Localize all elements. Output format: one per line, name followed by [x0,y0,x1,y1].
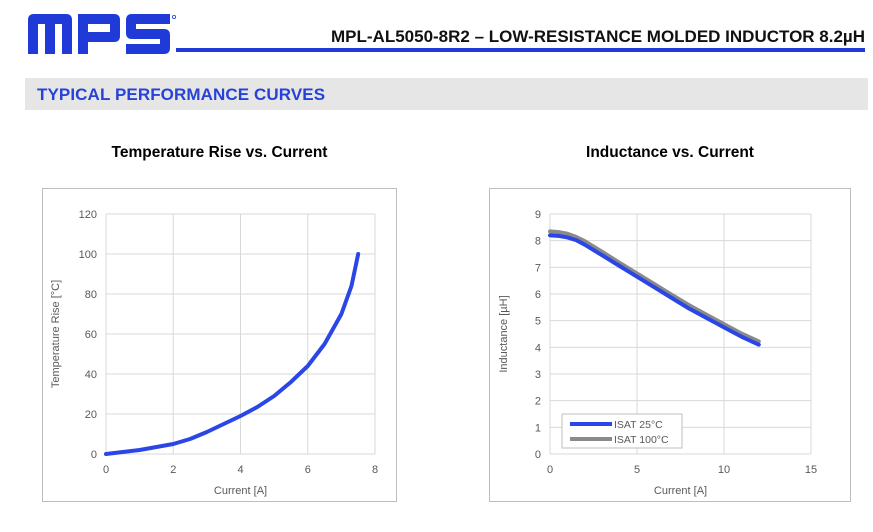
y-tick-label: 0 [535,449,541,461]
x-tick-label: 5 [634,464,640,476]
section-title: TYPICAL PERFORMANCE CURVES [37,85,326,104]
legend-label: ISAT 25°C [614,419,663,431]
x-tick-label: 8 [372,464,378,476]
series-line-0 [548,233,761,347]
x-axis-label: Current [A] [654,485,707,497]
chart-temperature-svg: 0 20 40 60 80 100 120 0 2 4 6 8 Current [A] Temperatu… [50,209,378,497]
chart-title-temperature: Temperature Rise vs. Current [111,144,328,161]
x-axis-label: Current [A] [214,485,267,497]
x-tick-label: 6 [305,464,311,476]
chart-inductance: 0 1 2 3 4 5 6 7 8 9 0 5 10 15 Current [A] Inductance [µ… [489,188,851,502]
section-bar: TYPICAL PERFORMANCE CURVES [25,78,868,110]
legend-box [561,413,683,449]
y-tick-label: 5 [535,316,541,328]
y-tick-label: 8 [535,236,541,248]
series-line-0 [104,252,361,456]
chart-title-inductance: Inductance vs. Current [586,144,754,161]
chart-inductance-svg: 0 1 2 3 4 5 6 7 8 9 0 5 10 15 Current [A] Inductance [µ… [498,209,817,497]
y-tick-label: 80 [85,289,97,301]
y-tick-label: 20 [85,409,97,421]
y-tick-label: 7 [535,262,541,274]
y-tick-label: 40 [85,369,97,381]
header-rule [176,48,865,52]
x-tick-label: 0 [547,464,553,476]
x-tick-label: 15 [805,464,817,476]
y-tick-label: 100 [79,249,97,261]
y-tick-label: 2 [535,396,541,408]
x-tick-label: 2 [170,464,176,476]
document-title: MPL-AL5050-8R2 – LOW-RESISTANCE MOLDED I… [331,27,865,46]
x-tick-label: 10 [718,464,730,476]
x-tick-label: 0 [103,464,109,476]
y-axis-label: Inductance [µH] [498,295,510,372]
y-tick-label: 9 [535,209,541,221]
y-tick-label: 0 [91,449,97,461]
x-tick-label: 4 [237,464,243,476]
y-axis-label: Temperature Rise [°C] [50,280,62,388]
y-tick-label: 4 [535,342,541,354]
series-line-1 [548,229,761,344]
y-tick-label: 120 [79,209,97,221]
y-tick-label: 1 [535,422,541,434]
mps-logo [28,14,176,54]
chart-temperature-rise: 0 20 40 60 80 100 120 0 2 4 6 8 Current [A] Temperatu… [42,188,397,502]
y-tick-label: 6 [535,289,541,301]
legend-label: ISAT 100°C [614,434,669,446]
y-tick-label: 3 [535,369,541,381]
y-tick-label: 60 [85,329,97,341]
